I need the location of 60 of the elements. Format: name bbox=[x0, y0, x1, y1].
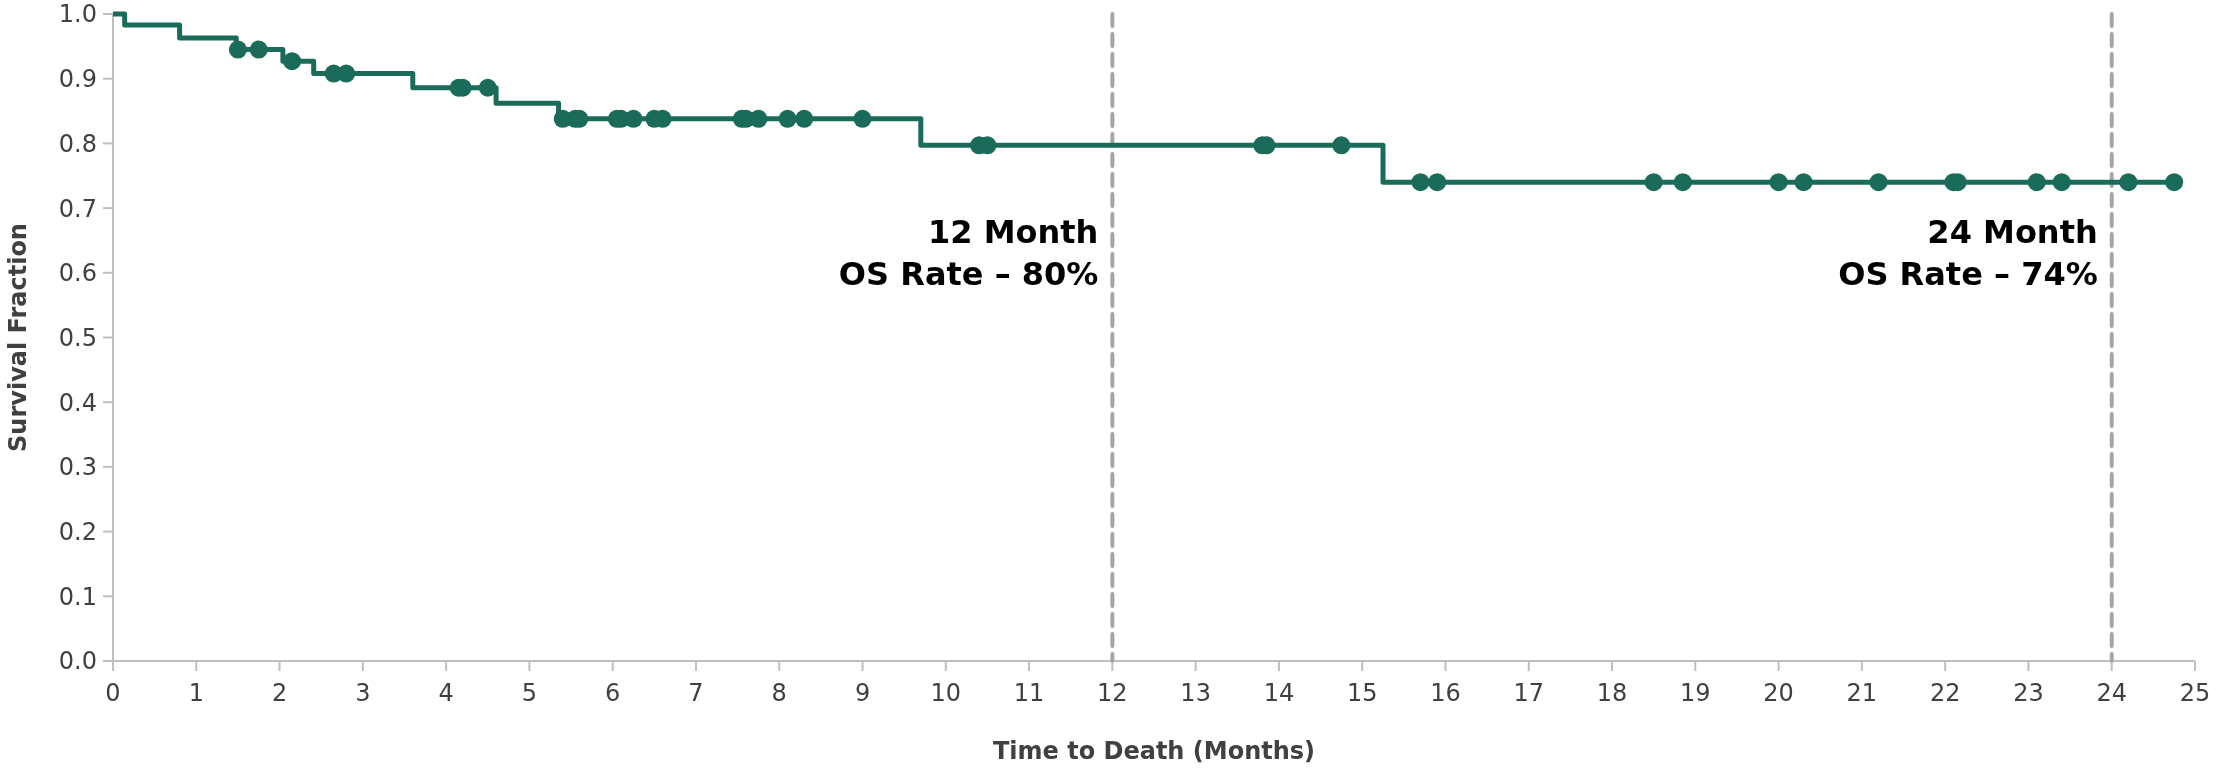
x-axis-title: Time to Death (Months) bbox=[992, 737, 1316, 765]
y-tick-label: 1.0 bbox=[58, 0, 97, 29]
point bbox=[1794, 173, 1813, 192]
x-tick-label: 0 bbox=[105, 679, 121, 707]
x-tick-label: 8 bbox=[771, 679, 787, 707]
point bbox=[478, 78, 497, 97]
point bbox=[795, 109, 814, 128]
x-tick-label: 25 bbox=[2179, 679, 2211, 707]
y-tick-label: 0.0 bbox=[58, 647, 97, 676]
x-tick-label: 13 bbox=[1180, 679, 1211, 707]
point bbox=[283, 52, 302, 71]
point bbox=[2027, 173, 2046, 192]
x-tick-label: 24 bbox=[2096, 679, 2127, 707]
x-tick-label: 22 bbox=[1929, 679, 1961, 707]
y-tick-label: 0.7 bbox=[58, 194, 97, 223]
y-tick-label: 0.2 bbox=[58, 518, 97, 546]
point bbox=[778, 109, 797, 128]
x-tick-label: 16 bbox=[1430, 679, 1461, 707]
x-tick-label: 19 bbox=[1680, 679, 1711, 707]
ref-line-label: 12 Month OS Rate – 80% bbox=[838, 213, 1099, 294]
point bbox=[228, 40, 247, 59]
point bbox=[1644, 173, 1663, 192]
y-tick-label: 0.4 bbox=[58, 388, 97, 417]
point bbox=[853, 109, 872, 128]
y-tick-label: 0.1 bbox=[58, 582, 97, 611]
point bbox=[1769, 173, 1788, 192]
point bbox=[1411, 173, 1430, 192]
y-tick-label: 0.3 bbox=[58, 453, 97, 482]
point bbox=[1332, 136, 1351, 155]
point bbox=[2119, 173, 2138, 192]
x-tick-label: 23 bbox=[2013, 679, 2044, 707]
x-tick-label: 14 bbox=[1263, 679, 1295, 707]
point bbox=[1428, 173, 1447, 192]
y-tick-label: 0.5 bbox=[58, 323, 97, 352]
x-tick-label: 3 bbox=[355, 679, 371, 707]
x-tick-label: 11 bbox=[1013, 679, 1045, 707]
y-tick-label: 0.8 bbox=[58, 129, 97, 158]
x-tick-label: 5 bbox=[521, 679, 538, 707]
x-tick-label: 7 bbox=[688, 679, 704, 707]
x-tick-label: 9 bbox=[854, 679, 871, 707]
x-tick-label: 20 bbox=[1763, 679, 1794, 707]
y-tick-label: 0.9 bbox=[58, 65, 97, 94]
y-tick-label: 0.6 bbox=[58, 259, 97, 288]
x-tick-label: 6 bbox=[605, 679, 621, 707]
x-tick-label: 4 bbox=[438, 679, 454, 707]
point bbox=[1673, 173, 1692, 192]
x-tick-label: 21 bbox=[1846, 679, 1878, 707]
point bbox=[1869, 173, 1888, 192]
x-tick-label: 15 bbox=[1346, 679, 1378, 707]
x-tick-label: 2 bbox=[271, 679, 288, 707]
point bbox=[2165, 173, 2184, 192]
x-tick-label: 18 bbox=[1596, 679, 1628, 707]
point bbox=[249, 40, 268, 59]
x-tick-label: 17 bbox=[1513, 679, 1545, 707]
point bbox=[2052, 173, 2071, 192]
ref-line-label: 24 Month OS Rate – 74% bbox=[1838, 213, 2098, 294]
x-tick-label: 12 bbox=[1097, 679, 1128, 707]
x-tick-label: 10 bbox=[930, 679, 962, 707]
y-axis-title: Survival Fraction bbox=[4, 223, 32, 452]
x-tick-label: 1 bbox=[188, 679, 204, 707]
